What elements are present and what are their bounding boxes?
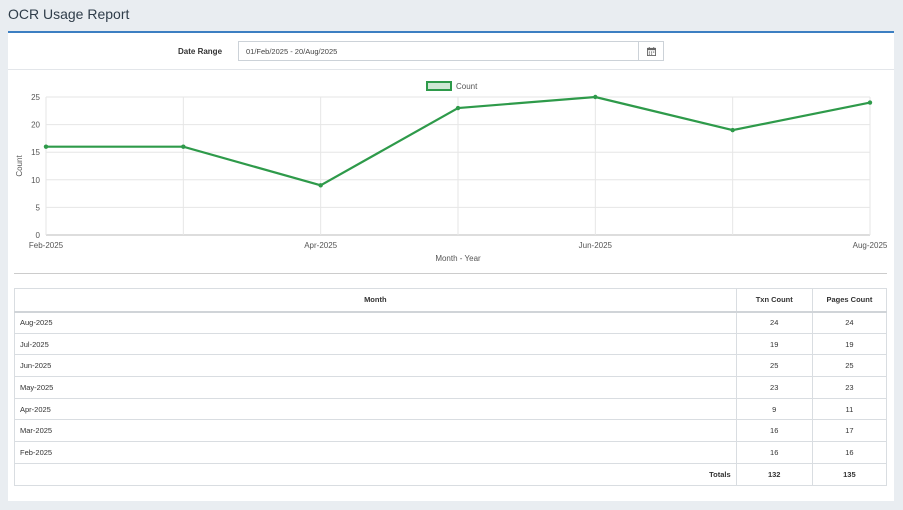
data-point bbox=[730, 127, 735, 133]
y-tick-label: 10 bbox=[31, 176, 40, 185]
section-divider bbox=[14, 273, 887, 274]
month-header[interactable]: Month bbox=[14, 288, 737, 313]
table-row: May-2025 23 23 bbox=[14, 376, 888, 399]
month-cell: Jul-2025 bbox=[14, 332, 737, 356]
table-row: Jul-2025 19 19 bbox=[14, 332, 888, 356]
month-cell: Feb-2025 bbox=[14, 441, 737, 464]
x-axis-label: Month - Year bbox=[435, 254, 481, 263]
data-point bbox=[318, 183, 323, 188]
legend-swatch bbox=[426, 81, 452, 91]
txn-count-cell: 16 bbox=[735, 441, 813, 464]
y-tick-label: 0 bbox=[36, 231, 41, 240]
pages-count-cell: 24 bbox=[811, 311, 888, 334]
txn-count-header[interactable]: Txn Count bbox=[735, 288, 813, 313]
month-cell: Mar-2025 bbox=[14, 419, 737, 443]
date-range-value[interactable]: 01/Feb/2025 - 20/Aug/2025 bbox=[246, 47, 338, 56]
pages-count-header[interactable]: Pages Count bbox=[811, 288, 888, 313]
y-tick-label: 15 bbox=[31, 148, 40, 157]
pages-count-total: 135 bbox=[811, 462, 888, 486]
pages-count-cell: 11 bbox=[811, 397, 888, 421]
month-cell: May-2025 bbox=[14, 376, 737, 399]
x-tick-label: Aug-2025 bbox=[853, 241, 888, 250]
usage-chart: 0 5 10 15 20 25 Feb-2025 Apr-2025 Jun-2025 Aug-20… bbox=[8, 70, 894, 300]
totals-label: Totals bbox=[14, 462, 737, 486]
txn-count-cell: 24 bbox=[735, 311, 813, 334]
pages-count-cell: 19 bbox=[811, 332, 888, 356]
calendar-icon bbox=[646, 46, 656, 56]
calendar-button[interactable] bbox=[638, 42, 663, 60]
usage-table: Month Txn Count Pages Count Aug-2025 24 … bbox=[14, 288, 888, 486]
report-panel: Date Range 01/Feb/2025 - 20/Aug/2025 0 5 1… bbox=[8, 31, 894, 501]
month-cell: Jun-2025 bbox=[14, 354, 737, 378]
pages-count-cell: 16 bbox=[811, 441, 888, 464]
table-row: Jun-2025 25 25 bbox=[14, 354, 888, 378]
date-range-label: Date Range bbox=[178, 47, 223, 56]
month-cell: Apr-2025 bbox=[14, 397, 737, 421]
table-row: Apr-2025 9 11 bbox=[14, 397, 888, 421]
data-point bbox=[455, 105, 461, 111]
data-point bbox=[43, 144, 49, 149]
filter-row: Date Range 01/Feb/2025 - 20/Aug/2025 bbox=[8, 33, 894, 70]
txn-count-total: 132 bbox=[735, 462, 813, 486]
txn-count-cell: 19 bbox=[735, 332, 813, 356]
line-chart: 0 5 10 15 20 25 Feb-2025 Apr-2025 Jun-2025 Aug-20… bbox=[15, 81, 888, 263]
legend-label: Count bbox=[456, 82, 478, 91]
table-row: Feb-2025 16 16 bbox=[14, 441, 888, 464]
data-point bbox=[593, 94, 598, 100]
y-tick-label: 20 bbox=[31, 121, 40, 130]
page-title: OCR Usage Report bbox=[8, 6, 130, 22]
x-tick-label: Apr-2025 bbox=[304, 241, 337, 250]
month-cell: Aug-2025 bbox=[14, 311, 737, 334]
date-range-input[interactable]: 01/Feb/2025 - 20/Aug/2025 bbox=[238, 41, 664, 61]
pages-count-cell: 25 bbox=[811, 354, 888, 378]
x-tick-label: Feb-2025 bbox=[29, 241, 64, 250]
y-tick-label: 5 bbox=[36, 203, 41, 212]
totals-row: Totals 132 135 bbox=[14, 462, 888, 486]
pages-count-cell: 23 bbox=[811, 376, 888, 399]
table-row: Aug-2025 24 24 bbox=[14, 311, 888, 334]
txn-count-cell: 23 bbox=[735, 376, 813, 399]
y-tick-label: 25 bbox=[31, 93, 40, 102]
table-header-row: Month Txn Count Pages Count bbox=[14, 288, 888, 313]
y-axis-label: Count bbox=[15, 155, 24, 177]
data-point bbox=[867, 100, 873, 105]
data-point bbox=[181, 144, 186, 149]
txn-count-cell: 25 bbox=[735, 354, 813, 378]
x-tick-label: Jun-2025 bbox=[579, 241, 613, 250]
pages-count-cell: 17 bbox=[811, 419, 888, 443]
txn-count-cell: 9 bbox=[735, 397, 813, 421]
txn-count-cell: 16 bbox=[735, 419, 813, 443]
table-row: Mar-2025 16 17 bbox=[14, 419, 888, 443]
